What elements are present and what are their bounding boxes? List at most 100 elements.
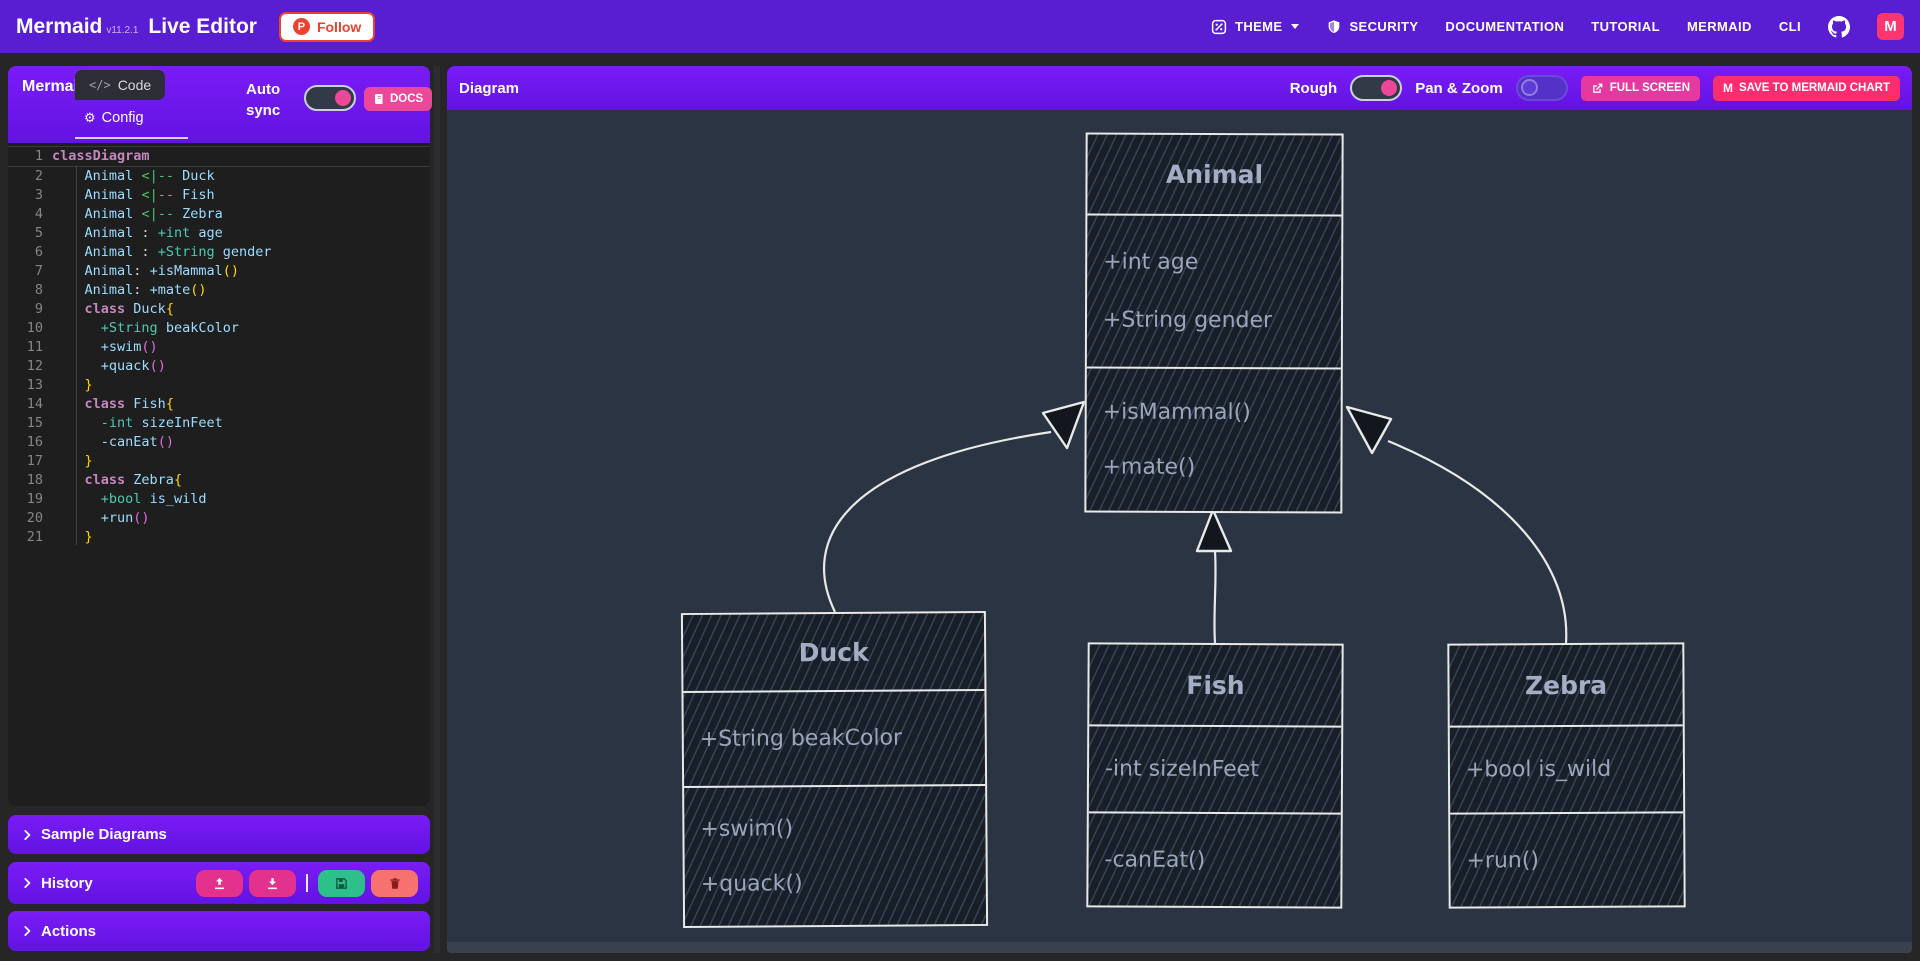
sample-diagrams-label: Sample Diagrams: [41, 826, 167, 843]
actions-bar[interactable]: Actions: [8, 911, 430, 951]
class-attributes: +int age +String gender: [1086, 213, 1342, 368]
code-line: 7 Animal: +isMammal(): [8, 262, 430, 281]
nav-theme[interactable]: THEME: [1210, 18, 1300, 36]
relation-zebra-animal: [1387, 439, 1568, 644]
line-number: 4: [34, 206, 43, 222]
line-text: Animal: +mate(): [84, 282, 207, 298]
history-bar[interactable]: History: [8, 862, 430, 904]
class-member: +run(): [1466, 847, 1540, 874]
top-navbar: Mermaid v11.2.1 Live Editor P Follow THE…: [0, 0, 1920, 53]
github-link[interactable]: [1828, 15, 1850, 38]
nav-cli-label: CLI: [1778, 19, 1801, 34]
line-text: +run(): [100, 510, 150, 526]
follow-button[interactable]: P Follow: [278, 11, 376, 42]
line-text: +quack(): [100, 358, 166, 374]
panzoom-toggle[interactable]: [1515, 75, 1568, 101]
book-icon: [375, 94, 383, 104]
tab-config[interactable]: ⚙ Config: [84, 104, 144, 132]
code-line: 8 Animal: +mate(): [8, 281, 430, 300]
diagram-canvas[interactable]: Animal +int age +String gender +isMammal() +…: [447, 110, 1912, 953]
class-member: +quack(): [700, 870, 803, 897]
history-buttons: [196, 869, 418, 897]
nav-tutorial[interactable]: TUTORIAL: [1591, 19, 1660, 34]
line-text: Animal : +int age: [84, 225, 223, 241]
line-text: }: [84, 529, 93, 545]
code-line: 9 class Duck{: [8, 300, 430, 319]
code-line: 3 Animal <|-- Fish: [8, 186, 430, 205]
line-text: }: [84, 453, 93, 469]
line-text: Animal <|-- Fish: [84, 187, 215, 203]
class-member: -int sizeInFeet: [1104, 756, 1259, 783]
save-floppy-icon: [336, 877, 347, 889]
panel-resizer[interactable]: [434, 66, 440, 953]
editor-panel-title: Mermaid: [22, 78, 88, 95]
upload-history-button[interactable]: [196, 869, 243, 897]
class-member: +isMammal(): [1102, 399, 1251, 425]
code-line: 12 +quack(): [8, 357, 430, 376]
toggle-knob: [1520, 79, 1538, 96]
line-text: -canEat(): [100, 434, 174, 450]
class-attributes: +bool is_wild: [1449, 724, 1684, 813]
chevron-right-icon: [20, 876, 34, 890]
brand-product: Live Editor: [148, 14, 257, 38]
line-text: Animal <|-- Zebra: [84, 206, 223, 222]
class-member: +mate(): [1102, 454, 1196, 481]
line-number: 8: [34, 282, 43, 298]
code-line: 15 -int sizeInFeet: [8, 414, 430, 433]
nav-cli[interactable]: CLI: [1779, 19, 1801, 34]
autosync-label: Auto sync: [246, 81, 281, 119]
rough-label: Rough: [1289, 79, 1338, 97]
line-text: +bool is_wild: [100, 491, 207, 507]
panzoom-label: Pan & Zoom: [1415, 79, 1503, 97]
class-methods: +swim() +quack(): [684, 783, 987, 927]
save-to-mermaid-chart-button[interactable]: M SAVE TO MERMAID CHART: [1713, 75, 1900, 101]
class-animal: Animal +int age +String gender +isMammal() +…: [1084, 132, 1344, 514]
mermaid-chart-icon: M: [1723, 81, 1733, 95]
horizontal-scrollbar[interactable]: [447, 942, 1912, 953]
gear-icon: ⚙: [84, 110, 96, 125]
class-member: +bool is_wild: [1465, 756, 1612, 783]
line-number: 2: [34, 168, 43, 184]
line-number: 9: [34, 301, 43, 317]
tab-underline: [75, 137, 188, 139]
upload-icon: [215, 877, 224, 889]
chevron-down-icon: [1291, 24, 1300, 29]
tab-code[interactable]: </> Code: [75, 70, 166, 100]
autosync-toggle[interactable]: [304, 85, 356, 111]
diagram-panel-header: Diagram Rough Pan & Zoom FULL SCREEN M S…: [447, 66, 1912, 110]
line-text: class Fish{: [84, 396, 174, 412]
class-methods: +isMammal() +mate(): [1086, 366, 1341, 512]
download-history-button[interactable]: [249, 869, 296, 897]
line-number: 21: [26, 529, 43, 545]
class-title: Fish: [1186, 670, 1245, 700]
nav-documentation[interactable]: DOCUMENTATION: [1445, 19, 1564, 34]
relations-layer: [822, 400, 1568, 644]
save-history-button[interactable]: [318, 869, 365, 897]
line-number: 18: [26, 472, 43, 488]
external-link-icon: [1592, 83, 1603, 93]
github-icon: [1828, 15, 1850, 37]
diagram-controls: Rough Pan & Zoom FULL SCREEN M SAVE TO M…: [1290, 75, 1900, 101]
class-attributes: -int sizeInFeet: [1088, 724, 1342, 813]
code-line: 13 }: [8, 376, 430, 395]
line-number: 11: [26, 339, 43, 355]
line-number: 14: [26, 396, 43, 412]
class-title: Duck: [798, 637, 869, 667]
docs-button[interactable]: DOCS: [364, 87, 433, 111]
class-fish: Fish -int sizeInFeet -canEat(): [1086, 642, 1344, 909]
sample-diagrams-bar[interactable]: Sample Diagrams: [8, 815, 430, 854]
code-line: 6 Animal : +String gender: [8, 243, 430, 262]
line-number: 20: [26, 510, 43, 526]
code-line: 17 }: [8, 452, 430, 471]
line-number: 12: [26, 358, 43, 374]
mermaid-chart-icon[interactable]: M: [1877, 13, 1904, 40]
rough-toggle[interactable]: [1350, 75, 1403, 101]
line-number: 15: [26, 415, 43, 431]
code-icon: </>: [89, 78, 111, 92]
fullscreen-button[interactable]: FULL SCREEN: [1580, 75, 1700, 101]
delete-history-button[interactable]: [371, 869, 418, 897]
code-editor[interactable]: 1 classDiagram 2 Animal <|-- Duck 3 Animal …: [8, 143, 430, 806]
nav-security[interactable]: SECURITY: [1326, 18, 1418, 36]
nav-mermaid[interactable]: MERMAID: [1687, 19, 1752, 34]
code-line: 10 +String beakColor: [8, 319, 430, 338]
